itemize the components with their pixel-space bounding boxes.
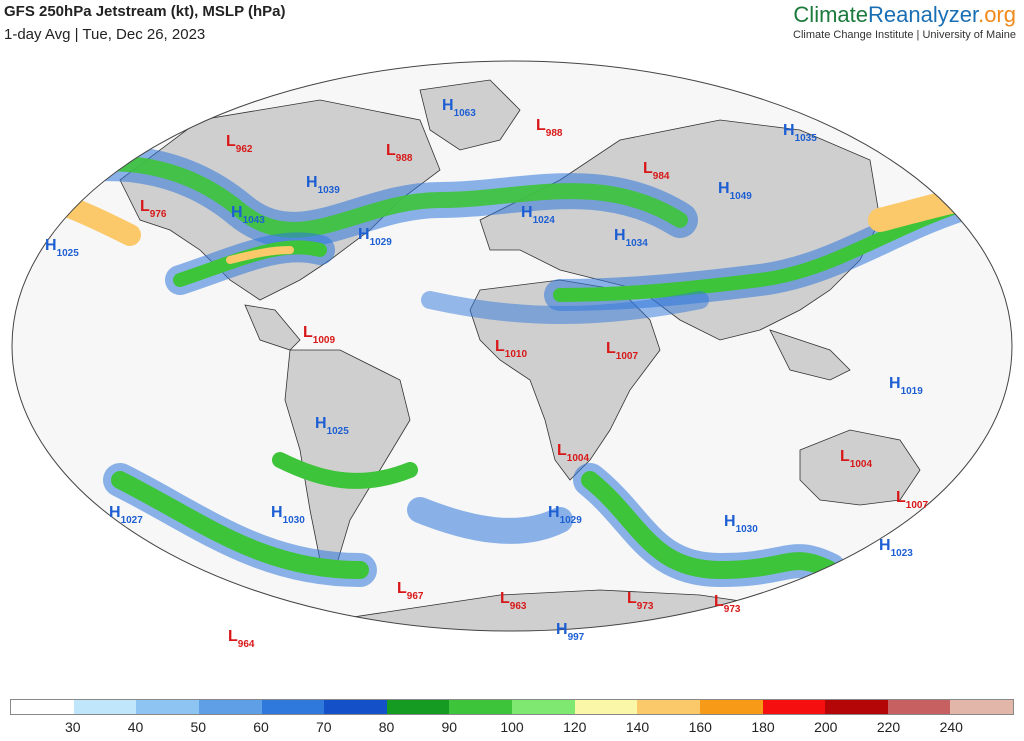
jetstream-bands [12,145,1002,588]
high-pressure-label: H997 [556,621,585,643]
colorbar-swatch [637,700,700,714]
high-pressure-label: H1035 [783,122,817,144]
colorbar-swatch [11,700,74,714]
colorbar-swatch [386,700,450,714]
low-pressure-label: L1007 [606,340,638,362]
low-pressure-label: L963 [500,590,527,612]
low-pressure-label: L988 [386,142,413,164]
high-pressure-label: H1063 [442,97,476,119]
colorbar-swatch [449,700,512,714]
high-pressure-label: H1030 [724,513,758,535]
colorbar-tick-label: 120 [563,719,587,735]
colorbar-tick-label: 60 [253,719,269,735]
colorbar-tick-label: 240 [939,719,963,735]
low-pressure-label: L1007 [896,489,928,511]
colorbar-tick-label: 220 [876,719,901,735]
high-pressure-label: H1043 [231,204,265,226]
high-pressure-label: H1034 [614,227,648,249]
brand-part-org: .org [978,2,1016,27]
colorbar-swatch [887,700,951,714]
brand-subtitle: Climate Change Institute | University of… [793,29,1016,41]
colorbar-tick-label: 200 [814,719,838,735]
high-pressure-label: H1023 [879,537,913,559]
brand-logo[interactable]: ClimateReanalyzer.org Climate Change Ins… [793,2,1016,41]
colorbar-tick-label: 140 [625,719,650,735]
brand-part-climate: Climate [793,2,868,27]
low-pressure-label: L962 [226,133,253,155]
low-pressure-label: L1004 [557,442,589,464]
low-pressure-label: L984 [643,160,670,182]
low-pressure-label: L1009 [303,324,335,346]
colorbar-swatch [574,700,638,714]
colorbar-swatch [261,700,325,714]
low-pressure-label: L1004 [840,448,872,470]
colorbar-swatch [73,700,137,714]
colorbar-tick-label: 80 [378,719,395,735]
colorbar-swatch [198,700,262,714]
colorbar-swatch [762,700,826,714]
colorbar-tick-label: 180 [751,719,775,735]
colorbar [10,699,1014,715]
high-pressure-label: H1025 [315,415,349,437]
colorbar-swatch [324,700,387,714]
colorbar-swatch [950,700,1013,714]
colorbar-tick-label: 50 [190,719,207,735]
high-pressure-label: H1019 [889,375,923,397]
colorbar-tick-label: 30 [64,719,81,735]
colorbar-swatch [825,700,888,714]
colorbar-tick-label: 160 [688,719,712,735]
brand-part-reanalyzer: Reanalyzer [868,2,979,27]
high-pressure-label: H1027 [109,504,143,526]
high-pressure-label: H1025 [45,237,79,259]
low-pressure-label: L973 [714,593,741,615]
low-pressure-label: L964 [228,628,255,650]
low-pressure-label: L1010 [495,338,527,360]
high-pressure-label: H1029 [358,226,392,248]
colorbar-swatch [699,700,763,714]
world-map: H1063 L988 L988 L962 H1039 H1035 L984 L976 H1043… [11,60,1013,650]
chart-title: GFS 250hPa Jetstream (kt), MSLP (hPa) [4,3,286,20]
high-pressure-label: H1039 [306,174,340,196]
colorbar-swatch [136,700,199,714]
high-pressure-label: H1029 [548,504,582,526]
low-pressure-label: L967 [397,580,424,602]
colorbar-tick-label: 100 [500,719,524,735]
high-pressure-label: H1030 [271,504,305,526]
colorbar-tick-label: 70 [315,719,332,735]
colorbar-swatch [512,700,575,714]
globe-outline [11,60,1013,632]
chart-subtitle: 1-day Avg | Tue, Dec 26, 2023 [4,26,206,43]
pressure-centers: H1063 L988 L988 L962 H1039 H1035 L984 L976 H1043… [45,97,928,650]
low-pressure-label: L988 [536,117,563,139]
colorbar-ticks: 30 40 50 60 70 80 90 100 120 140 160 180 200 220 240 [10,719,1014,737]
colorbar-tick-label: 40 [127,719,144,735]
colorbar-tick-label: 90 [441,719,458,735]
high-pressure-label: H1024 [521,204,555,226]
low-pressure-label: L973 [627,590,654,612]
high-pressure-label: H1049 [718,180,752,202]
low-pressure-label: L976 [140,198,167,220]
